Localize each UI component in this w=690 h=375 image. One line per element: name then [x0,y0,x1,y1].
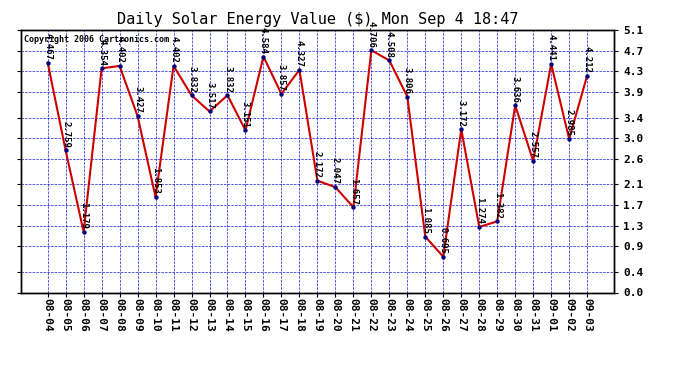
Text: 1.657: 1.657 [349,177,358,204]
Text: 3.517: 3.517 [205,82,214,109]
Text: Copyright 2006 Cartronics.com: Copyright 2006 Cartronics.com [23,35,168,44]
Point [96,65,107,71]
Text: 2.759: 2.759 [61,121,70,148]
Point [114,63,125,69]
Point [204,108,215,114]
Text: 3.172: 3.172 [457,100,466,126]
Text: 3.832: 3.832 [223,66,232,93]
Point [222,92,233,98]
Text: 4.402: 4.402 [115,36,124,63]
Point [42,60,53,66]
Text: 2.985: 2.985 [564,109,573,136]
Text: 4.467: 4.467 [43,33,52,60]
Point [492,218,503,224]
Text: 1.274: 1.274 [475,197,484,224]
Text: 1.382: 1.382 [493,192,502,219]
Title: Daily Solar Energy Value ($) Mon Sep 4 18:47: Daily Solar Energy Value ($) Mon Sep 4 1… [117,12,518,27]
Text: 4.212: 4.212 [582,46,591,73]
Text: 4.354: 4.354 [97,39,106,66]
Point [276,91,287,97]
Point [294,67,305,73]
Point [186,92,197,98]
Text: 2.557: 2.557 [529,131,538,158]
Text: 4.508: 4.508 [385,31,394,58]
Text: 4.706: 4.706 [367,21,376,48]
Point [510,102,521,108]
Text: 3.832: 3.832 [187,66,196,93]
Text: 2.047: 2.047 [331,158,340,184]
Point [60,147,71,153]
Text: 4.327: 4.327 [295,40,304,67]
Point [366,47,377,53]
Point [474,224,485,230]
Point [330,184,341,190]
Text: 1.085: 1.085 [421,207,430,234]
Point [258,54,269,60]
Point [582,73,593,79]
Point [546,61,557,67]
Point [78,229,89,235]
Point [312,178,323,184]
Text: 3.857: 3.857 [277,64,286,91]
Point [420,234,431,240]
Text: 4.402: 4.402 [169,36,178,63]
Text: 0.695: 0.695 [439,227,448,254]
Point [168,63,179,69]
Point [528,158,539,164]
Text: 3.427: 3.427 [133,87,142,113]
Point [564,136,575,142]
Text: 3.151: 3.151 [241,100,250,128]
Text: 2.172: 2.172 [313,151,322,178]
Text: 3.636: 3.636 [511,76,520,103]
Text: 1.179: 1.179 [79,202,88,229]
Text: 1.853: 1.853 [151,168,160,194]
Point [455,126,466,132]
Point [384,57,395,63]
Text: 3.806: 3.806 [403,67,412,94]
Text: 4.441: 4.441 [546,34,555,61]
Text: 4.584: 4.584 [259,27,268,54]
Point [150,194,161,200]
Point [132,113,143,119]
Point [402,94,413,100]
Point [240,128,251,134]
Point [437,254,448,260]
Point [348,204,359,210]
